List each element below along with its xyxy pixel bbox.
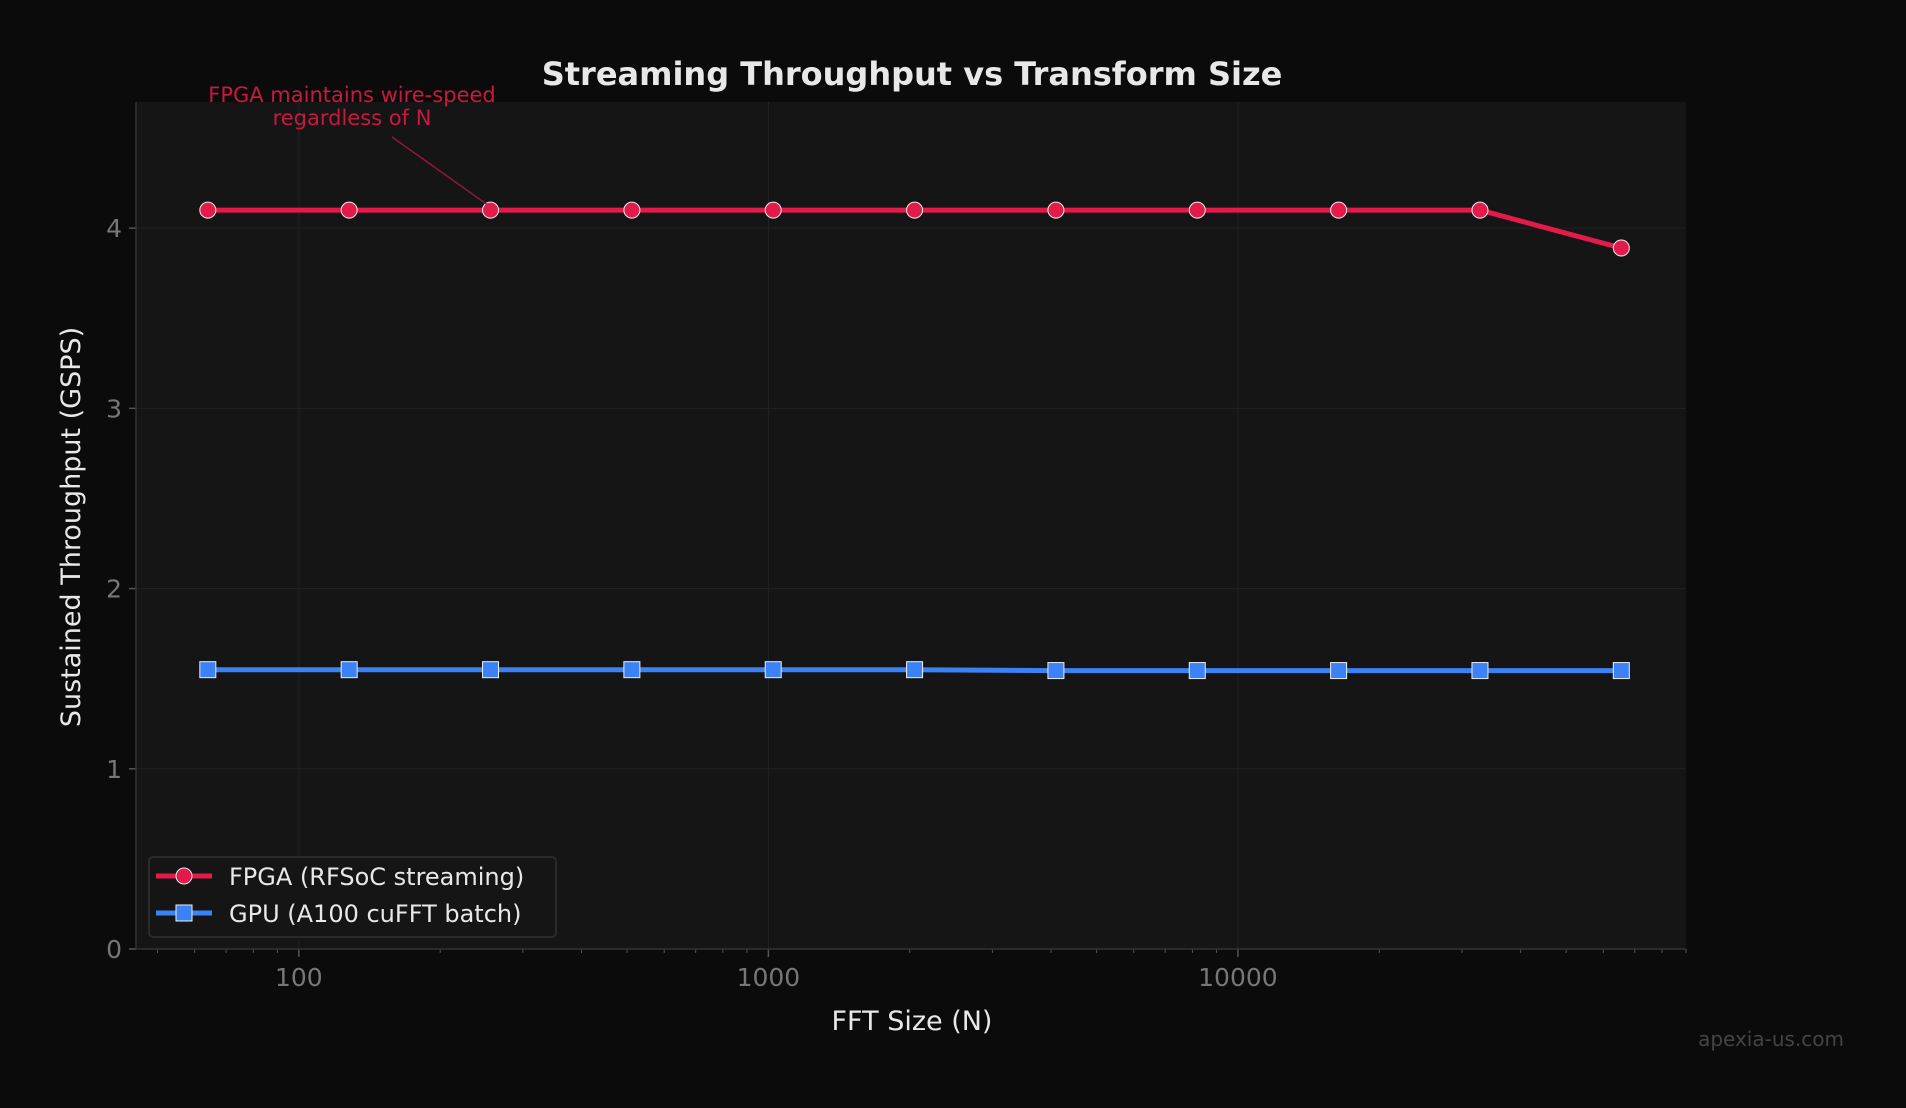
legend-box xyxy=(148,856,557,938)
series-layer xyxy=(199,201,1630,680)
x-tick-label: 1000 xyxy=(737,963,801,992)
annotation-line-2: regardless of N xyxy=(273,106,432,130)
gpu-data-point xyxy=(1330,662,1348,680)
fpga-data-point xyxy=(623,201,641,219)
gpu-data-point xyxy=(1612,662,1630,680)
legend-fpga-label: FPGA (RFSoC streaming) xyxy=(229,863,524,891)
legend-fpga-marker xyxy=(175,867,193,885)
gpu-data-point xyxy=(623,661,641,679)
legend-gpu-label: GPU (A100 cuFFT batch) xyxy=(229,900,522,928)
fpga-data-point xyxy=(199,201,217,219)
gpu-data-point xyxy=(764,661,782,679)
plot-area xyxy=(136,102,1686,949)
legend: FPGA (RFSoC streaming) GPU (A100 cuFFT b… xyxy=(148,856,557,938)
gpu-data-point xyxy=(340,661,358,679)
axes: 0 1 2 3 4 100 1000 10000 xyxy=(106,102,1687,992)
gpu-data-point xyxy=(1188,662,1206,680)
fpga-data-point xyxy=(482,201,500,219)
y-tick-label: 2 xyxy=(106,575,122,604)
y-tick-label: 0 xyxy=(106,935,122,964)
fpga-data-point xyxy=(1612,239,1630,257)
y-tick-label: 4 xyxy=(106,214,122,243)
x-tick-label: 100 xyxy=(275,963,323,992)
gpu-data-point xyxy=(1047,662,1065,680)
annotation-line-1: FPGA maintains wire-speed xyxy=(208,83,496,107)
fpga-data-point xyxy=(1047,201,1065,219)
x-axis-label: FFT Size (N) xyxy=(832,1006,993,1037)
annotation-arrow xyxy=(391,136,487,205)
y-tick-label: 3 xyxy=(106,394,122,423)
fpga-data-point xyxy=(1188,201,1206,219)
gpu-data-point xyxy=(482,661,500,679)
fpga-data-point xyxy=(906,201,924,219)
y-tick-label: 1 xyxy=(106,755,122,784)
grid xyxy=(136,102,1686,949)
watermark: apexia-us.com xyxy=(1698,1027,1844,1051)
fpga-data-point xyxy=(764,201,782,219)
annotation: FPGA maintains wire-speed regardless of … xyxy=(208,83,496,205)
legend-gpu-marker xyxy=(175,904,193,922)
gpu-data-point xyxy=(1471,662,1489,680)
gpu-data-point xyxy=(906,661,924,679)
y-axis-label: Sustained Throughput (GSPS) xyxy=(56,327,87,727)
fpga-data-point xyxy=(1330,201,1348,219)
x-tick-label: 10000 xyxy=(1198,963,1278,992)
fpga-data-point xyxy=(1471,201,1489,219)
chart-title: Streaming Throughput vs Transform Size xyxy=(542,55,1283,93)
fpga-data-point xyxy=(340,201,358,219)
gpu-data-point xyxy=(199,661,217,679)
